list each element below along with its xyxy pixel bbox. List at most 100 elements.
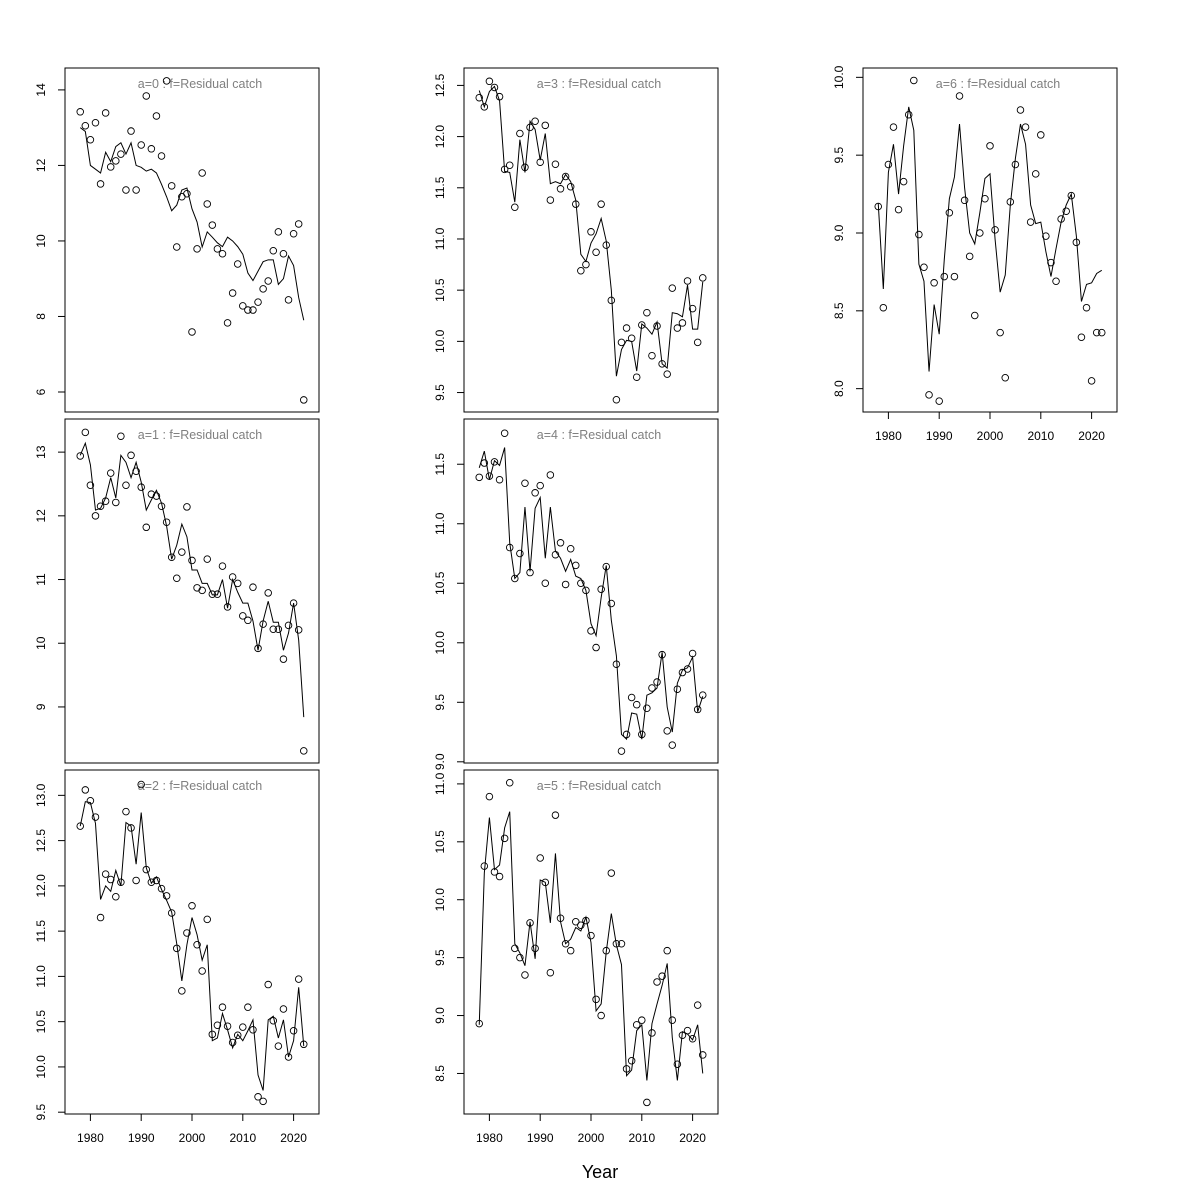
- data-point: [127, 451, 135, 460]
- data-point: [127, 824, 135, 832]
- data-point: [632, 373, 641, 381]
- panel-title: a=5 : f=Residual catch: [537, 779, 661, 793]
- data-point: [117, 150, 125, 158]
- x-tick-label: 2010: [1027, 429, 1054, 443]
- data-point: [198, 586, 206, 595]
- data-point: [546, 196, 555, 204]
- y-tick-label: 11.0: [433, 512, 447, 535]
- data-point: [663, 727, 671, 735]
- data-point: [147, 878, 156, 887]
- data-point: [81, 122, 90, 130]
- data-point: [607, 869, 616, 877]
- data-point: [244, 616, 252, 625]
- data-point: [663, 946, 671, 955]
- data-point: [658, 650, 666, 659]
- data-point: [274, 228, 283, 236]
- y-tick-label: 10: [34, 234, 48, 248]
- data-point: [541, 579, 550, 588]
- data-point: [279, 655, 288, 663]
- x-tick-label: 1990: [527, 1131, 554, 1145]
- data-point: [213, 590, 222, 598]
- data-point: [551, 811, 560, 819]
- data-point: [632, 1021, 641, 1029]
- data-point: [106, 469, 115, 477]
- data-point: [577, 579, 585, 588]
- y-tick-label: 9.0: [433, 753, 447, 770]
- data-point: [597, 585, 605, 593]
- data-point: [935, 397, 943, 405]
- y-tick-label: 9.0: [832, 224, 846, 241]
- data-point: [294, 975, 303, 983]
- data-point: [279, 250, 288, 258]
- data-point: [259, 285, 267, 293]
- panel-title: a=2 : f=Residual catch: [138, 779, 262, 793]
- data-point: [648, 684, 656, 692]
- x-tick-label: 2020: [679, 1131, 706, 1145]
- data-point: [643, 1098, 651, 1107]
- x-tick-label: 1990: [128, 1131, 155, 1145]
- data-point: [203, 915, 211, 924]
- data-point: [1031, 170, 1040, 178]
- data-point: [132, 876, 140, 885]
- data-point: [188, 902, 196, 910]
- panel-title: a=3 : f=Residual catch: [537, 77, 661, 91]
- data-point: [526, 919, 534, 927]
- data-point: [648, 351, 656, 360]
- y-tick-label: 13.0: [34, 783, 48, 807]
- data-point: [945, 209, 954, 217]
- fitted-line: [478, 447, 704, 741]
- y-tick-label: 9.5: [34, 1104, 48, 1121]
- data-point: [668, 284, 677, 292]
- panel-title: a=0 : f=Residual catch: [138, 77, 262, 91]
- data-point: [475, 93, 483, 102]
- data-point: [516, 129, 524, 138]
- data-point: [183, 929, 191, 937]
- data-point: [213, 245, 222, 253]
- data-point: [193, 940, 201, 949]
- data-point: [920, 263, 928, 271]
- y-tick-label: 12: [34, 158, 48, 172]
- data-point: [112, 157, 120, 165]
- data-point: [1016, 106, 1025, 114]
- data-point: [76, 108, 84, 116]
- y-tick-label: 11.0: [433, 227, 447, 250]
- data-point: [899, 177, 908, 186]
- data-point: [561, 939, 570, 948]
- data-point: [117, 432, 125, 440]
- fitted-line: [79, 441, 305, 718]
- data-point: [203, 555, 211, 563]
- data-point: [653, 678, 661, 686]
- data-point: [264, 277, 272, 285]
- y-tick-label: 14: [34, 83, 48, 97]
- data-point: [249, 306, 257, 314]
- data-point: [536, 854, 544, 862]
- data-point: [274, 1042, 283, 1050]
- data-point: [233, 260, 242, 268]
- data-point: [193, 245, 201, 253]
- data-point: [505, 778, 514, 787]
- data-point: [546, 471, 555, 479]
- data-point: [960, 196, 969, 205]
- data-point: [965, 252, 974, 261]
- data-point: [101, 870, 110, 878]
- data-point: [556, 539, 565, 547]
- data-point: [178, 548, 186, 556]
- data-point: [244, 1003, 252, 1011]
- data-point: [688, 1034, 697, 1043]
- data-point: [244, 306, 252, 314]
- x-tick-label: 2020: [280, 1131, 307, 1145]
- data-point: [269, 247, 278, 255]
- y-tick-label: 9.5: [433, 949, 447, 966]
- data-point: [183, 189, 191, 198]
- data-point: [1001, 374, 1009, 382]
- data-point: [597, 1011, 605, 1020]
- data-point: [597, 200, 605, 208]
- data-point: [122, 807, 130, 816]
- panel-title: a=4 : f=Residual catch: [537, 428, 661, 442]
- data-point: [86, 481, 95, 490]
- data-point: [490, 458, 499, 466]
- data-point: [1067, 191, 1076, 200]
- data-point: [572, 917, 580, 926]
- data-point: [577, 266, 585, 275]
